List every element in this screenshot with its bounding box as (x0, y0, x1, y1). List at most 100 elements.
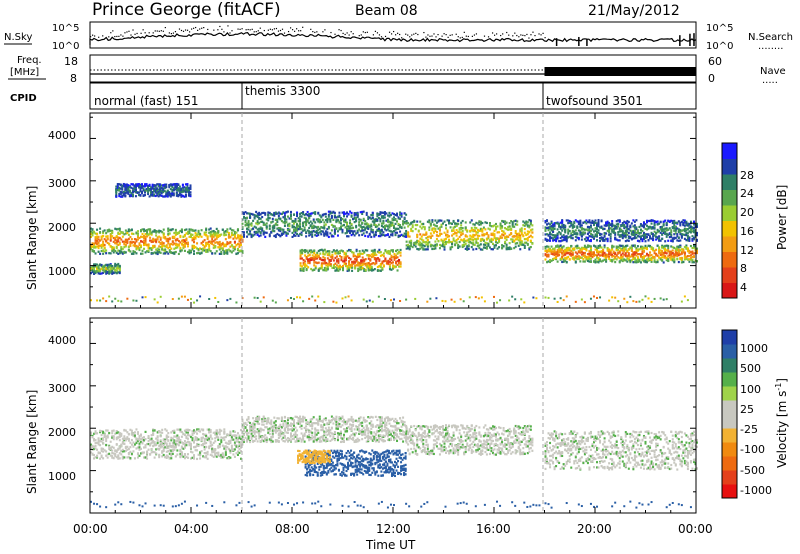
power-cell (118, 227, 121, 230)
power-cell (565, 260, 568, 264)
power-cell (184, 183, 187, 186)
power-cell (282, 216, 285, 219)
noise-search-point (122, 35, 124, 37)
power-cell (314, 211, 317, 214)
power-cell (184, 186, 187, 190)
power-cell (155, 231, 158, 234)
power-cell (488, 228, 491, 231)
power-cell (339, 222, 342, 225)
power-cell (161, 245, 164, 248)
power-cell (293, 228, 296, 231)
noise-search-point (360, 34, 362, 36)
power-cell (315, 234, 318, 237)
power-cell (230, 244, 233, 247)
power-cell (273, 227, 276, 230)
power-cell (215, 241, 218, 244)
power-cell (633, 224, 636, 227)
power-cell (305, 213, 308, 216)
power-cell (405, 235, 408, 238)
power-cell (599, 244, 602, 247)
power-cell (117, 227, 120, 231)
power-cell (434, 247, 437, 250)
power-cell (562, 245, 565, 248)
power-cell (420, 235, 423, 238)
power-cell (382, 219, 385, 222)
power-cell (187, 189, 190, 192)
power-cell (306, 220, 309, 223)
power-cell (673, 261, 676, 264)
power-cell (348, 269, 351, 272)
noise-search-point (263, 29, 265, 32)
power-cell (291, 219, 294, 223)
noise-search-point (294, 30, 296, 32)
power-cell (580, 235, 583, 238)
power-cell (463, 238, 466, 241)
power-cell (435, 225, 438, 228)
power-cell (426, 243, 429, 246)
power-cell (677, 251, 680, 254)
power-cell (370, 228, 373, 231)
power-cell (97, 242, 100, 245)
power-cell (193, 238, 196, 241)
power-cell (180, 249, 183, 252)
power-cell (362, 210, 365, 213)
power-cell (297, 217, 300, 220)
power-cell (508, 242, 511, 245)
power-cell (130, 238, 133, 241)
power-cell (291, 226, 294, 229)
power-cell (344, 212, 347, 215)
noise-search-point (197, 29, 199, 31)
power-cell (149, 236, 152, 239)
power-cell (199, 252, 202, 255)
power-cell (177, 183, 180, 187)
power-cell (299, 212, 302, 215)
power-cell (293, 213, 296, 216)
power-cell (380, 224, 383, 228)
power-cell (314, 212, 317, 216)
power-cell (365, 223, 368, 226)
power-cell (241, 235, 244, 238)
power-cell (478, 234, 481, 238)
power-cell (396, 214, 399, 217)
power-cell (361, 226, 364, 229)
noise-search-point (530, 34, 532, 36)
power-cell (349, 219, 352, 222)
power-cell (165, 193, 168, 196)
power-cell (682, 249, 685, 252)
power-cell (139, 240, 142, 243)
power-cell (314, 225, 317, 228)
noise-search-point (281, 28, 284, 30)
power-cell (169, 183, 172, 186)
power-cell (309, 212, 312, 215)
power-cell (405, 240, 408, 243)
power-cell (141, 249, 144, 252)
power-cell (268, 217, 271, 220)
power-cell (274, 211, 277, 214)
noise-search-point (92, 34, 94, 36)
power-cell (618, 239, 621, 242)
power-cell (303, 216, 306, 219)
power-cell (189, 195, 192, 198)
noise-search-point (300, 30, 302, 32)
power-cell (182, 240, 185, 244)
power-cell (385, 212, 388, 215)
power-cell (159, 187, 162, 190)
power-cell (380, 216, 383, 219)
power-cell (376, 215, 379, 218)
power-cell (197, 231, 200, 234)
power-cell (167, 230, 170, 233)
power-cell (618, 261, 621, 264)
power-cell (137, 184, 140, 187)
power-cell (93, 245, 96, 248)
power-cell (449, 226, 452, 229)
power-cell (150, 247, 153, 250)
power-cell (174, 228, 177, 232)
power-cell (291, 235, 294, 239)
power-cell (141, 184, 144, 187)
power-cell (413, 219, 416, 222)
power-cell (117, 240, 120, 243)
power-cell (364, 268, 367, 272)
power-cell (94, 270, 97, 273)
power-cell (111, 249, 114, 252)
noise-search-point (154, 30, 156, 32)
